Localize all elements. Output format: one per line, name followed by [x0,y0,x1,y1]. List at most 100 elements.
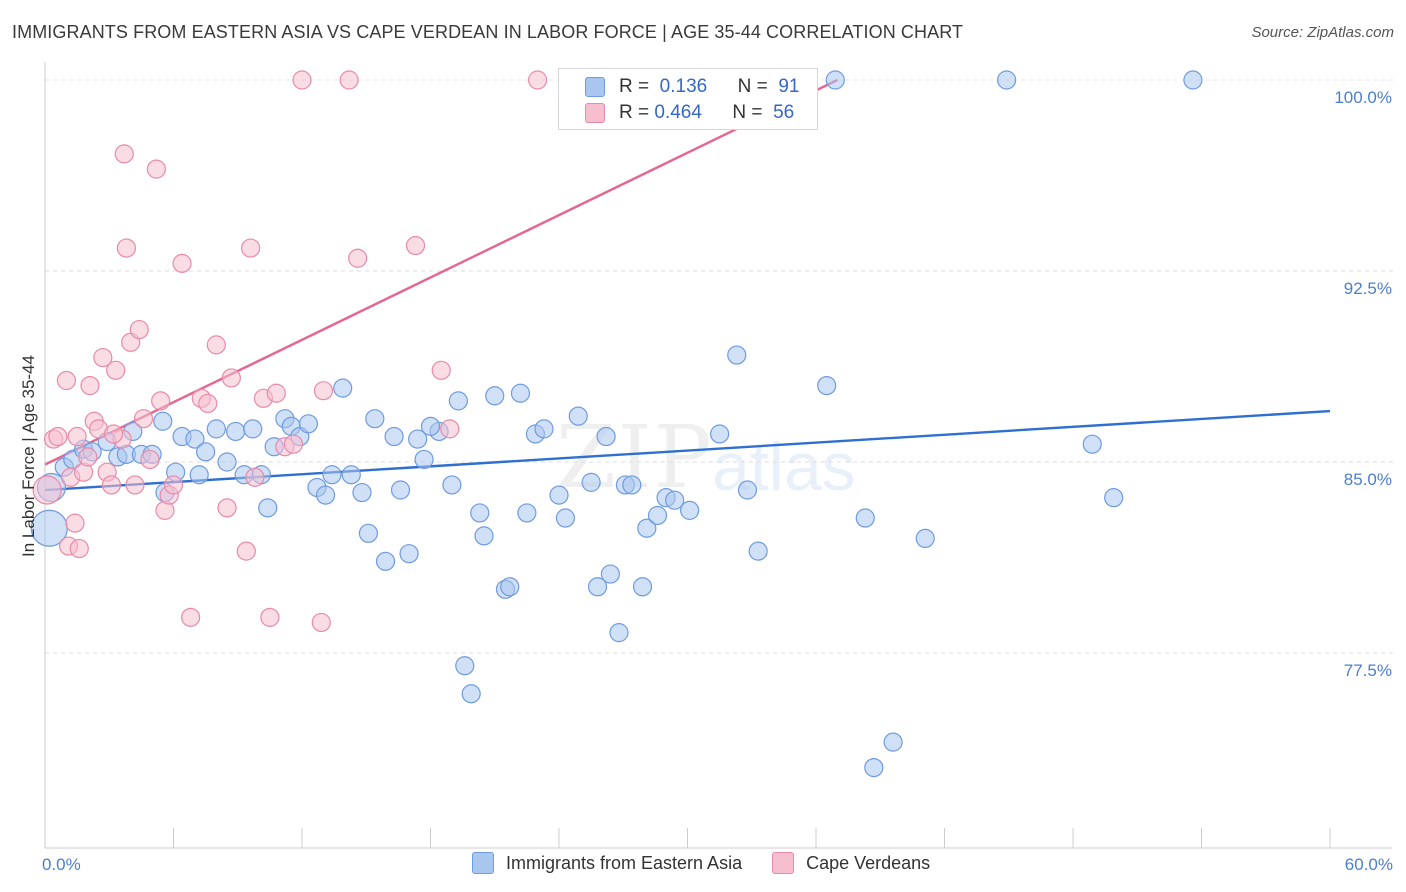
point-eastern-asia [500,577,520,597]
point-cape-verdean [206,335,226,355]
point-cape-verdean [101,475,121,495]
point-eastern-asia [226,421,246,442]
point-eastern-asia [399,544,419,564]
point-eastern-asia [665,490,685,510]
point-eastern-asia [864,757,884,778]
point-cape-verdean [283,434,304,454]
point-eastern-asia [153,411,173,431]
legend-swatch-blue [585,77,605,97]
point-eastern-asia [298,414,319,434]
trend-line-cape-verdean [44,78,838,466]
point-cape-verdean [236,541,256,561]
r-value: 0.464 [654,102,702,123]
point-cape-verdean [198,393,218,414]
point-eastern-asia [461,684,481,704]
point-eastern-asia [855,508,875,528]
point-eastern-asia [189,465,209,485]
point-eastern-asia [414,449,434,470]
point-cape-verdean [106,360,126,380]
n-value: 91 [778,76,800,97]
point-eastern-asia [243,419,263,439]
point-cape-verdean [103,424,124,444]
point-cape-verdean [114,144,134,164]
point-eastern-asia [727,345,747,365]
point-eastern-asia [390,480,411,500]
point-eastern-asia [474,526,494,546]
point-eastern-asia [710,424,730,444]
point-eastern-asia [185,429,205,449]
point-eastern-asia [196,442,216,462]
point-cape-verdean [48,426,68,447]
x-tick-label: 0.0% [42,855,81,874]
point-cape-verdean [140,449,160,470]
point-cape-verdean [65,513,85,533]
point-cape-verdean [172,253,192,273]
point-eastern-asia [637,518,657,538]
point-eastern-asia [534,419,554,439]
series-legend: Immigrants from Eastern Asia Cape Verdea… [472,852,960,874]
point-eastern-asia [1082,434,1102,454]
data-points [30,70,1203,778]
point-eastern-asia [568,406,588,426]
point-eastern-asia [680,500,700,520]
point-eastern-asia [817,376,837,396]
legend-row-cape-verdean: R = 0.464 N = 56 [585,100,794,126]
point-eastern-asia [322,465,342,485]
point-eastern-asia [825,70,845,90]
y-tick-label: 92.5% [1344,279,1392,298]
legend-swatch-blue [472,852,494,874]
point-eastern-asia [375,551,396,571]
point-eastern-asia [442,475,462,495]
point-eastern-asia [333,378,353,398]
chart-title: IMMIGRANTS FROM EASTERN ASIA VS CAPE VER… [12,22,964,42]
point-cape-verdean [241,238,261,258]
point-eastern-asia [470,503,490,523]
point-eastern-asia [883,732,903,752]
point-eastern-asia [517,503,537,523]
n-label: N = [737,76,768,97]
y-tick-label: 77.5% [1344,661,1392,680]
point-eastern-asia [384,426,404,447]
point-cape-verdean [221,368,241,388]
point-eastern-asia [206,419,226,439]
point-cape-verdean [146,159,166,179]
point-eastern-asia [587,577,608,597]
point-cape-verdean [527,70,548,90]
point-cape-verdean [129,319,149,340]
y-tick-label: 85.0% [1344,470,1392,489]
n-label: N = [732,102,763,123]
point-cape-verdean [440,419,460,439]
point-eastern-asia [549,485,569,505]
point-cape-verdean [116,238,136,258]
point-eastern-asia [600,564,621,584]
point-cape-verdean [311,612,331,633]
point-cape-verdean [348,248,368,268]
legend-item-eastern-asia[interactable]: Immigrants from Eastern Asia [472,852,742,874]
legend-item-cape-verdeans[interactable]: Cape Verdeans [772,852,930,874]
y-tick-label: 100.0% [1334,88,1392,107]
point-eastern-asia [315,485,336,505]
n-value: 56 [773,102,795,123]
y-axis-title: In Labor Force | Age 35-44 [19,355,38,557]
point-cape-verdean [292,70,312,90]
point-cape-verdean [163,475,184,495]
correlation-legend: R = 0.136 N = 91 R = 0.464 N = 56 [558,68,818,130]
r-value: 0.136 [659,76,708,97]
point-eastern-asia [408,429,428,449]
point-eastern-asia [622,475,642,495]
point-eastern-asia [358,523,378,543]
point-cape-verdean [339,70,359,90]
legend-label: Immigrants from Eastern Asia [506,852,743,873]
point-eastern-asia [420,416,441,436]
axes [44,62,1392,849]
point-eastern-asia [609,623,629,643]
point-eastern-asia [365,409,385,429]
point-cape-verdean [405,235,426,256]
legend-swatch-pink [772,852,795,874]
point-eastern-asia [555,508,576,528]
point-cape-verdean [133,409,154,429]
point-cape-verdean [217,498,237,518]
point-cape-verdean [313,381,334,401]
point-cape-verdean [181,607,201,627]
